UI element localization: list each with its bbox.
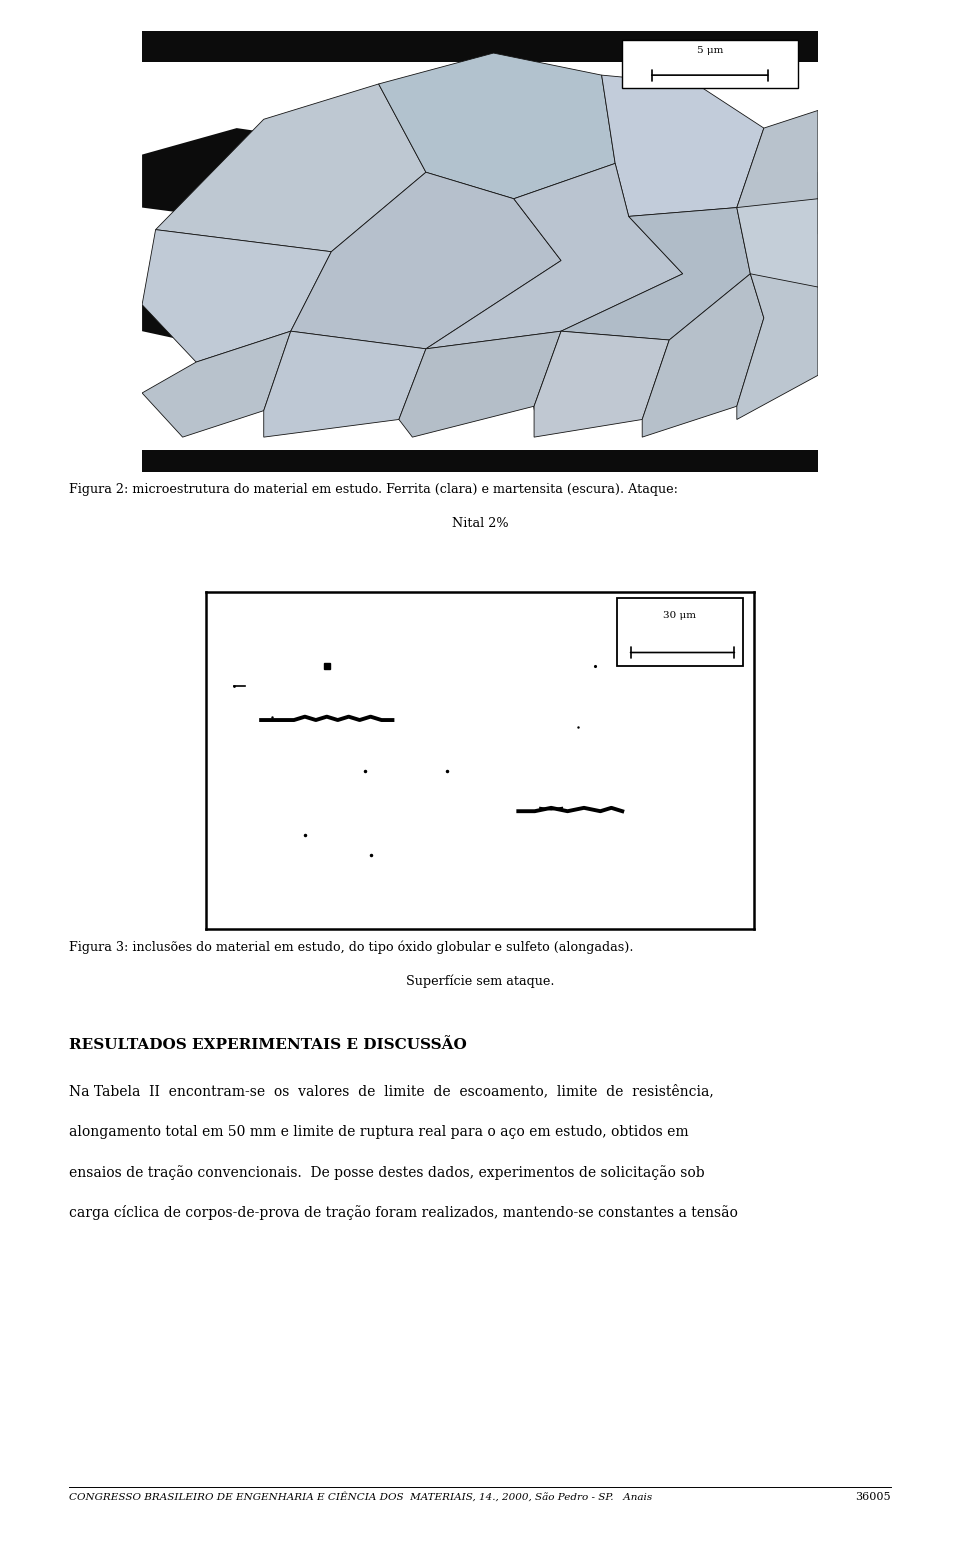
Polygon shape (142, 451, 818, 472)
Polygon shape (426, 164, 683, 349)
Polygon shape (378, 53, 615, 198)
Polygon shape (264, 331, 426, 437)
Polygon shape (142, 31, 818, 62)
Text: RESULTADOS EXPERIMENTAIS E DISCUSSÃO: RESULTADOS EXPERIMENTAIS E DISCUSSÃO (69, 1038, 467, 1052)
Polygon shape (142, 129, 399, 225)
Polygon shape (520, 313, 683, 410)
Text: Superfície sem ataque.: Superfície sem ataque. (406, 974, 554, 988)
Polygon shape (561, 208, 751, 341)
Polygon shape (696, 164, 818, 252)
Polygon shape (737, 198, 818, 318)
FancyBboxPatch shape (616, 598, 743, 666)
Polygon shape (737, 274, 818, 420)
Text: CONGRESSO BRASILEIRO DE ENGENHARIA E CIÊNCIA DOS  MATERIAIS, 14., 2000, São Pedr: CONGRESSO BRASILEIRO DE ENGENHARIA E CIÊ… (69, 1492, 653, 1501)
Text: Na Tabela  II  encontram-se  os  valores  de  limite  de  escoamento,  limite  d: Na Tabela II encontram-se os valores de … (69, 1084, 714, 1098)
Polygon shape (156, 84, 426, 252)
Polygon shape (642, 274, 764, 437)
Text: 36005: 36005 (855, 1492, 891, 1501)
Polygon shape (142, 279, 264, 349)
Polygon shape (142, 229, 331, 362)
Polygon shape (399, 331, 561, 437)
Text: Figura 3: inclusões do material em estudo, do tipo óxido globular e sulfeto (alo: Figura 3: inclusões do material em estud… (69, 940, 634, 954)
Polygon shape (291, 172, 561, 349)
Polygon shape (399, 172, 642, 265)
Polygon shape (737, 110, 818, 229)
FancyBboxPatch shape (622, 40, 798, 88)
Text: 5 μm: 5 μm (697, 46, 723, 56)
Text: ensaios de tração convencionais.  De posse destes dados, experimentos de solicit: ensaios de tração convencionais. De poss… (69, 1165, 705, 1180)
Text: Nital 2%: Nital 2% (452, 517, 508, 530)
Polygon shape (602, 76, 764, 217)
Text: carga cíclica de corpos-de-prova de tração foram realizados, mantendo-se constan: carga cíclica de corpos-de-prova de traç… (69, 1205, 738, 1221)
Text: alongamento total em 50 mm e limite de ruptura real para o aço em estudo, obtido: alongamento total em 50 mm e limite de r… (69, 1125, 688, 1139)
Text: 30 μm: 30 μm (663, 610, 696, 620)
Polygon shape (534, 331, 669, 437)
Polygon shape (142, 331, 291, 437)
Text: Figura 2: microestrutura do material em estudo. Ferrita (clara) e martensita (es: Figura 2: microestrutura do material em … (69, 483, 678, 496)
